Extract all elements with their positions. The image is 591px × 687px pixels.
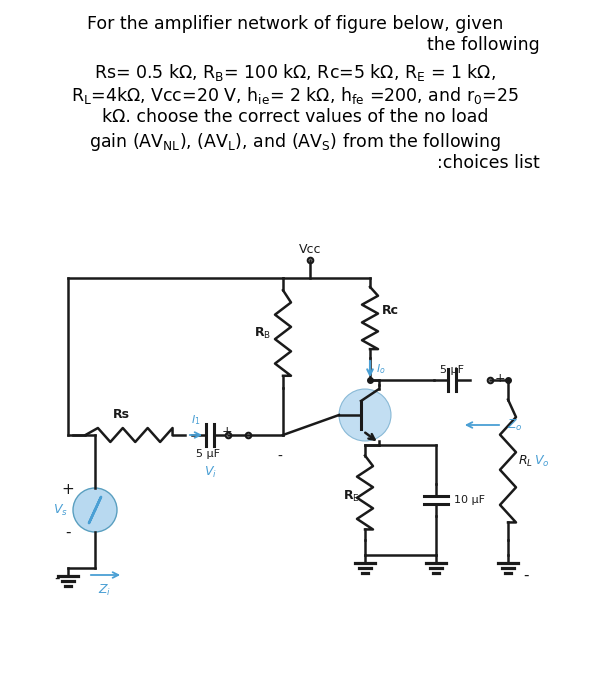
Text: $I_o$: $I_o$ bbox=[376, 362, 386, 376]
Text: R$_\mathsf{L}$=4kΩ, Vcc=20 V, h$_\mathsf{ie}$= 2 kΩ, h$_\mathsf{fe}$ =200, and r: R$_\mathsf{L}$=4kΩ, Vcc=20 V, h$_\mathsf… bbox=[71, 85, 519, 106]
Text: $Z_i$: $Z_i$ bbox=[98, 583, 112, 598]
Text: Vcc: Vcc bbox=[298, 243, 322, 256]
Text: the following: the following bbox=[427, 36, 540, 54]
Text: $R_L$: $R_L$ bbox=[518, 453, 533, 469]
Circle shape bbox=[73, 488, 117, 532]
Text: $Z_o$: $Z_o$ bbox=[507, 418, 523, 433]
Text: $V_o$: $V_o$ bbox=[534, 453, 550, 469]
Text: 5 µF: 5 µF bbox=[196, 449, 220, 459]
Circle shape bbox=[339, 389, 391, 441]
Text: -: - bbox=[65, 524, 71, 539]
Text: kΩ. choose the correct values of the no load: kΩ. choose the correct values of the no … bbox=[102, 108, 488, 126]
Text: +: + bbox=[222, 425, 233, 438]
Text: $I_1$: $I_1$ bbox=[191, 413, 201, 427]
Text: gain (AV$_\mathsf{NL}$), (AV$_\mathsf{L}$), and (AV$_\mathsf{S}$) from the follo: gain (AV$_\mathsf{NL}$), (AV$_\mathsf{L}… bbox=[89, 131, 501, 153]
Text: Rc: Rc bbox=[382, 304, 399, 317]
Text: Rs= 0.5 kΩ, R$_\mathsf{B}$= 100 kΩ, Rc=5 kΩ, R$_\mathsf{E}$ = 1 kΩ,: Rs= 0.5 kΩ, R$_\mathsf{B}$= 100 kΩ, Rc=5… bbox=[94, 62, 496, 83]
Text: $V_i$: $V_i$ bbox=[203, 465, 216, 480]
Text: 5 µF: 5 µF bbox=[440, 365, 464, 375]
Text: +: + bbox=[495, 372, 506, 385]
Text: 10 µF: 10 µF bbox=[454, 495, 485, 505]
Text: For the amplifier network of figure below, given: For the amplifier network of figure belo… bbox=[87, 15, 503, 33]
Text: -: - bbox=[54, 570, 60, 585]
Text: $V_s$: $V_s$ bbox=[53, 502, 68, 517]
Text: +: + bbox=[61, 482, 74, 497]
Text: R$_\mathsf{B}$: R$_\mathsf{B}$ bbox=[254, 326, 271, 341]
Text: R$_\mathsf{E}$: R$_\mathsf{E}$ bbox=[343, 488, 360, 504]
Text: :choices list: :choices list bbox=[437, 154, 540, 172]
Text: -: - bbox=[278, 450, 282, 464]
Text: Rs: Rs bbox=[112, 408, 129, 421]
Text: -: - bbox=[523, 567, 528, 583]
